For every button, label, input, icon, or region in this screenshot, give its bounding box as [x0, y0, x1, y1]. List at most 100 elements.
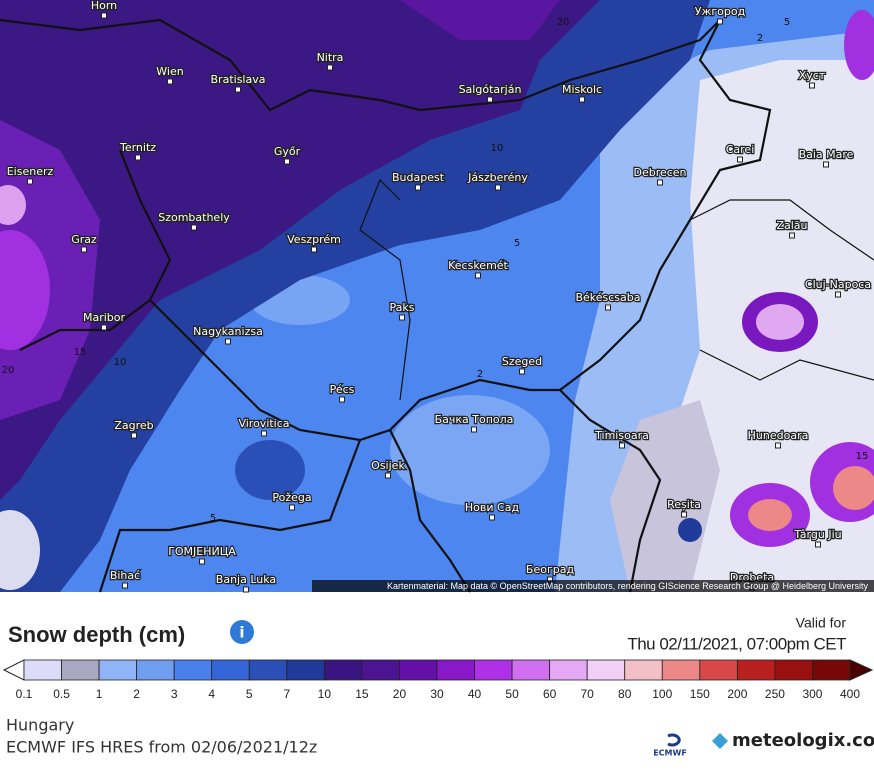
city-marker: [737, 156, 743, 163]
city-label: Carei: [726, 143, 755, 156]
city-marker: [284, 158, 290, 165]
legend-level: 10: [318, 687, 332, 701]
city-marker: [495, 184, 501, 191]
city-label: Београд: [526, 563, 575, 576]
legend-swatch: [23, 659, 62, 681]
legend-level: 50: [505, 687, 519, 701]
city-label: Osijek: [371, 459, 405, 472]
legend-level: 2: [133, 687, 140, 701]
border: [389, 429, 471, 593]
legend-swatch: [549, 659, 588, 681]
city-label: Eisenerz: [7, 165, 54, 178]
city-marker: [122, 582, 128, 589]
map: Horn Wien Bratislava Nitra Salgótarján Miskol…: [0, 0, 874, 593]
snow-area: [756, 304, 804, 340]
city-marker: [135, 154, 141, 161]
city-label: Szeged: [502, 355, 542, 368]
city-marker: [191, 224, 197, 231]
snow-area: [0, 185, 26, 225]
city-label: Veszprém: [287, 233, 341, 246]
snow-area: [678, 518, 702, 542]
snow-area: [400, 0, 560, 40]
city-label: Kecskemét: [448, 259, 508, 272]
attribution: Kartenmaterial: Map data © OpenStreetMap…: [387, 581, 868, 591]
legend-swatch: [61, 659, 100, 681]
legend-level: 15: [355, 687, 369, 701]
legend-swatch: [173, 659, 213, 681]
legend-level: 0.1: [16, 687, 33, 701]
snow-area: [0, 0, 600, 500]
legend-swatch: [699, 659, 738, 681]
legend-swatch: [98, 659, 138, 681]
legend-level: 150: [690, 687, 710, 701]
city-marker: [471, 426, 477, 433]
contour-label: 10: [491, 143, 504, 154]
contour-label: 15: [74, 347, 87, 358]
city-marker: [339, 396, 345, 403]
border: [98, 439, 362, 593]
contour-label: 20: [2, 365, 15, 376]
legend-level: 4: [208, 687, 215, 701]
city-label: Graz: [71, 233, 97, 246]
footer: Hungary ECMWF IFS HRES from 02/06/2021/1…: [6, 716, 874, 758]
legend-swatch: [812, 659, 851, 681]
contour-label: 20: [557, 17, 570, 28]
border: [19, 299, 151, 351]
city-marker: [327, 64, 333, 71]
contour-label: 10: [114, 357, 127, 368]
snow-area: [390, 395, 550, 505]
legend-swatch: [661, 659, 701, 681]
legend-swatch: [624, 659, 663, 681]
legend-swatch: [736, 659, 776, 681]
city-marker: [519, 368, 525, 375]
city-label: Ternitz: [119, 141, 156, 154]
border: [0, 18, 721, 112]
contour-label: 5: [210, 513, 216, 524]
legend-level: 1: [96, 687, 103, 701]
legend-level: 60: [543, 687, 557, 701]
snow-area: [748, 499, 792, 531]
borders: [0, 18, 874, 593]
legend-level: 7: [283, 687, 290, 701]
city-marker: [619, 442, 625, 449]
legend-swatch: [211, 659, 250, 681]
city-marker: [199, 558, 205, 565]
city-marker: [415, 184, 421, 191]
legend-arrow-high: [849, 659, 874, 681]
city-label: Pécs: [330, 383, 355, 396]
legend: Snow depth (cm) i Valid for Thu 02/11/20…: [2, 615, 874, 701]
city-marker: [681, 511, 687, 518]
legend-arrow-low: [2, 659, 25, 681]
city-label: Jászberény: [467, 171, 528, 184]
legend-level: 200: [727, 687, 747, 701]
city-label: Virovitica: [238, 417, 289, 430]
city-label: Szombathely: [158, 211, 230, 224]
region: Hungary: [6, 716, 74, 735]
city-marker: [167, 78, 173, 85]
info-icon[interactable]: [230, 620, 254, 644]
city-marker: [27, 178, 33, 185]
city-marker: [475, 272, 481, 279]
border: [359, 178, 411, 401]
legend-swatch: [774, 659, 813, 681]
city-label: Nitra: [317, 51, 344, 64]
border: [699, 349, 874, 381]
contour-label: 2: [477, 369, 483, 380]
legend-swatch: [361, 659, 400, 681]
legend-title: Snow depth (cm): [8, 622, 185, 647]
contour-labels: 20 5 2 10 5 15 10 20 2 5 15: [2, 17, 869, 524]
contour-label: 2: [757, 33, 763, 44]
info-glyph: i: [239, 624, 244, 642]
city-marker: [311, 246, 317, 253]
legend-level: 30: [430, 687, 444, 701]
legend-level: 40: [468, 687, 482, 701]
city-label: Miskolc: [562, 83, 602, 96]
city-marker: [789, 232, 795, 239]
city-marker: [225, 338, 231, 345]
city-marker: [385, 472, 391, 479]
legend-swatch: [586, 659, 626, 681]
valid-time: Thu 02/11/2021, 07:00pm CET: [627, 634, 846, 653]
city-marker: [489, 514, 495, 521]
city-label: Salgótarján: [459, 83, 522, 96]
